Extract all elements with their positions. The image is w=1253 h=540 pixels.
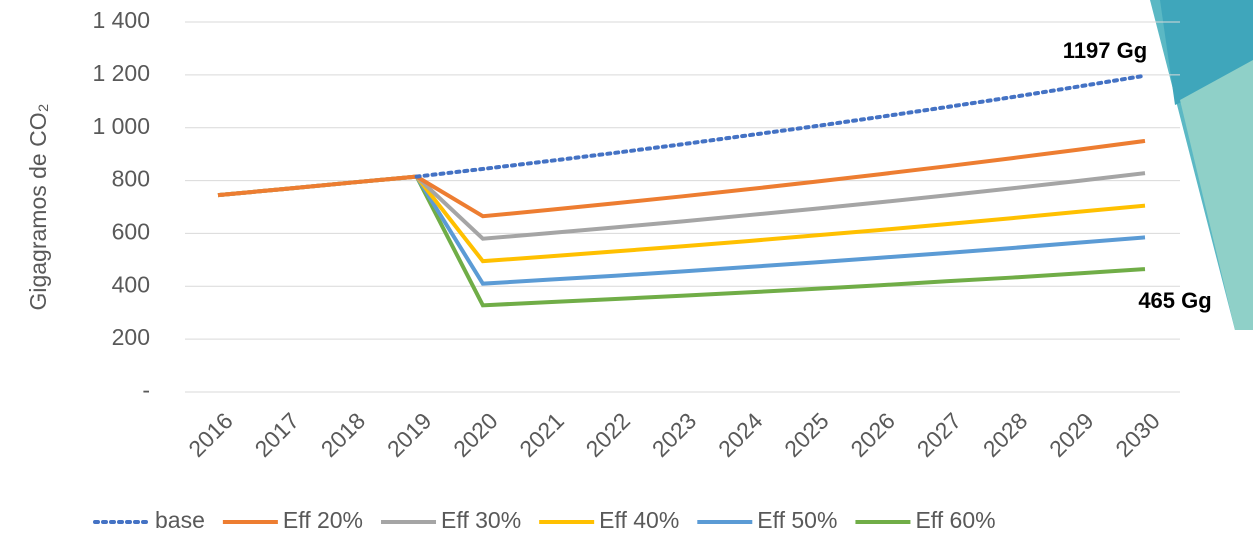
- legend-label: Eff 60%: [915, 507, 995, 533]
- y-tick-label: -: [142, 377, 150, 403]
- y-tick-label: 800: [112, 166, 150, 192]
- y-tick-label: 600: [112, 219, 150, 245]
- legend-label: Eff 50%: [757, 507, 837, 533]
- y-tick-label: 1 200: [92, 60, 150, 86]
- legend-label: Eff 40%: [599, 507, 679, 533]
- x-tick-label: 2020: [448, 407, 503, 462]
- x-tick-label: 2027: [912, 407, 967, 462]
- x-tick-label: 2019: [382, 407, 437, 462]
- decoration: [1180, 60, 1253, 330]
- annotation: 1197 Gg: [1063, 38, 1147, 63]
- x-tick-label: 2030: [1110, 407, 1165, 462]
- x-tick-label: 2016: [183, 407, 238, 462]
- series-line: [217, 174, 1146, 286]
- x-tick-label: 2024: [713, 407, 768, 462]
- y-tick-label: 1 400: [92, 7, 150, 33]
- series-line: [217, 138, 1146, 219]
- x-tick-label: 2018: [316, 407, 371, 462]
- legend-label: Eff 30%: [441, 507, 521, 533]
- legend-label: base: [155, 507, 205, 533]
- x-tick-label: 2023: [647, 407, 702, 462]
- x-tick-label: 2022: [581, 407, 636, 462]
- x-tick-label: 2021: [514, 407, 569, 462]
- x-tick-label: 2026: [845, 407, 900, 462]
- annotation: 465 Gg: [1138, 288, 1211, 313]
- y-axis-title: Gigagramos de CO₂: [25, 103, 51, 310]
- x-tick-label: 2029: [1044, 407, 1099, 462]
- y-tick-label: 200: [112, 324, 150, 350]
- series-line: [414, 73, 1147, 179]
- y-tick-label: 400: [112, 271, 150, 297]
- x-tick-label: 2017: [249, 407, 304, 462]
- legend-label: Eff 20%: [283, 507, 363, 533]
- x-tick-label: 2028: [978, 407, 1033, 462]
- y-tick-label: 1 000: [92, 113, 150, 139]
- x-tick-label: 2025: [779, 407, 834, 462]
